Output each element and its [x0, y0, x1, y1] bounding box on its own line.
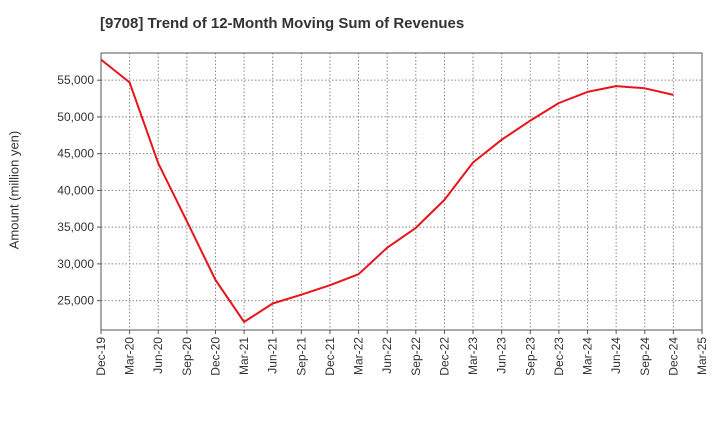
- x-tick-label: Dec-23: [552, 337, 566, 376]
- x-tick-label: Dec-21: [323, 337, 337, 376]
- x-tick-label: Sep-21: [294, 337, 308, 376]
- x-tick-label: Sep-23: [523, 337, 537, 376]
- y-tick-label: 40,000: [57, 183, 94, 197]
- y-axis-ticks: 25,000 30,000 35,000 40,000 45,000 50,000 55,0…: [57, 73, 101, 308]
- x-tick-label: Mar-21: [237, 337, 251, 375]
- x-tick-label: Sep-22: [409, 337, 423, 376]
- y-tick-label: 55,000: [57, 73, 94, 87]
- grid-lines: [101, 53, 702, 330]
- y-tick-label: 30,000: [57, 257, 94, 271]
- y-tick-label: 35,000: [57, 220, 94, 234]
- x-tick-label: Mar-25: [695, 337, 709, 375]
- x-tick-label: Jun-24: [609, 337, 623, 374]
- x-tick-label: Dec-24: [666, 337, 680, 376]
- x-tick-label: Mar-24: [581, 337, 595, 375]
- x-tick-label: Jun-20: [151, 337, 165, 374]
- x-tick-label: Mar-20: [123, 337, 137, 375]
- x-tick-label: Jun-21: [266, 337, 280, 374]
- x-tick-label: Sep-24: [638, 337, 652, 376]
- x-tick-label: Dec-20: [208, 337, 222, 376]
- series-group: [100, 58, 674, 323]
- y-tick-label: 25,000: [57, 294, 94, 308]
- chart-title: [9708] Trend of 12-Month Moving Sum of R…: [100, 15, 465, 32]
- y-tick-label: 50,000: [57, 110, 94, 124]
- x-tick-label: Sep-20: [180, 337, 194, 376]
- x-axis-ticks: Dec-19 Mar-20 Jun-20 Sep-20 Dec-20 Mar-21 Jun-…: [94, 330, 709, 376]
- x-tick-label: Jun-23: [495, 337, 509, 374]
- x-tick-label: Dec-22: [437, 337, 451, 376]
- x-tick-label: Dec-19: [94, 337, 108, 376]
- x-tick-label: Jun-22: [380, 337, 394, 374]
- x-tick-label: Mar-22: [352, 337, 366, 375]
- plot-frame: [100, 52, 703, 331]
- x-tick-label: Mar-23: [466, 337, 480, 375]
- y-tick-label: 45,000: [57, 147, 94, 161]
- series-line: [100, 58, 674, 323]
